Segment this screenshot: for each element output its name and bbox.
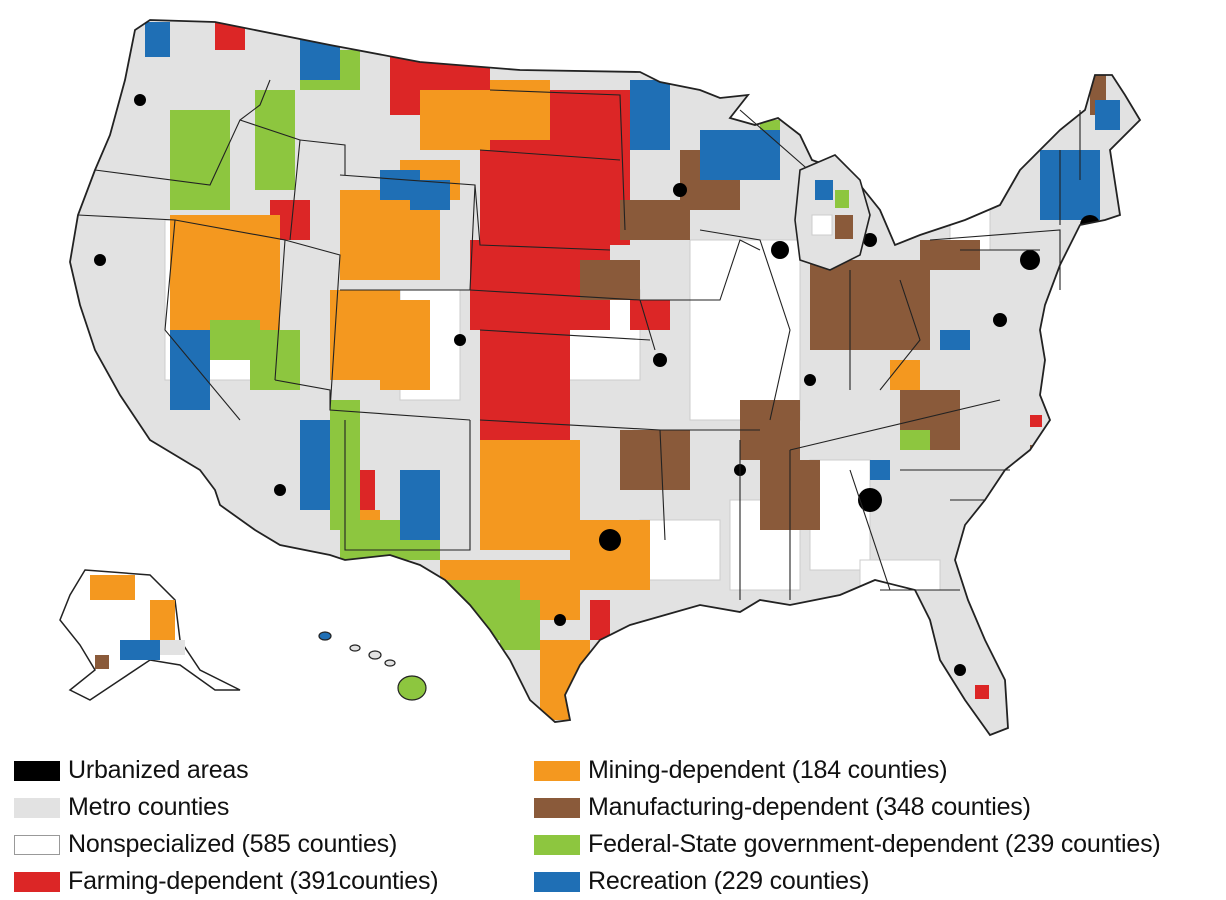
legend-label-mining: Mining-dependent (184 counties) (588, 756, 948, 784)
legend: Urbanized areas Metro counties Nonspecia… (0, 752, 1226, 900)
legend-column-left: Urbanized areas Metro counties Nonspecia… (14, 752, 439, 900)
michigan-lower-peninsula (794, 154, 871, 271)
legend-swatch-manufacturing (534, 797, 580, 818)
legend-item-government: Federal-State government-dependent (239 … (534, 826, 1161, 863)
legend-label-manufacturing: Manufacturing-dependent (348 counties) (588, 793, 1031, 821)
legend-swatch-government (534, 834, 580, 855)
legend-label-nonspecialized: Nonspecialized (585 counties) (68, 830, 398, 858)
legend-item-recreation: Recreation (229 counties) (534, 863, 1161, 900)
legend-swatch-nonspecialized (14, 834, 60, 855)
legend-label-farming: Farming-dependent (391counties) (68, 867, 439, 895)
legend-item-manufacturing: Manufacturing-dependent (348 counties) (534, 789, 1161, 826)
legend-swatch-farming (14, 871, 60, 892)
legend-label-metro: Metro counties (68, 793, 230, 821)
michigan-counties (811, 180, 853, 239)
legend-column-right: Mining-dependent (184 counties) Manufact… (534, 752, 1161, 900)
us-county-map (59, 19, 1141, 736)
legend-item-metro: Metro counties (14, 789, 438, 826)
alaska (59, 569, 241, 701)
legend-item-urbanized: Urbanized areas (14, 752, 438, 789)
legend-label-urbanized: Urbanized areas (68, 756, 249, 784)
legend-item-farming: Farming-dependent (391counties) (14, 863, 439, 900)
legend-swatch-mining (534, 760, 580, 781)
legend-label-recreation: Recreation (229 counties) (588, 867, 870, 895)
legend-label-government: Federal-State government-dependent (239 … (588, 830, 1161, 858)
state-boundaries (77, 79, 1081, 600)
legend-swatch-urbanized (14, 760, 60, 781)
legend-item-nonspecialized: Nonspecialized (585 counties) (14, 826, 438, 863)
legend-swatch-recreation (534, 871, 580, 892)
legend-item-mining: Mining-dependent (184 counties) (534, 752, 1161, 789)
hawaii (318, 631, 427, 701)
legend-swatch-metro (14, 797, 60, 818)
